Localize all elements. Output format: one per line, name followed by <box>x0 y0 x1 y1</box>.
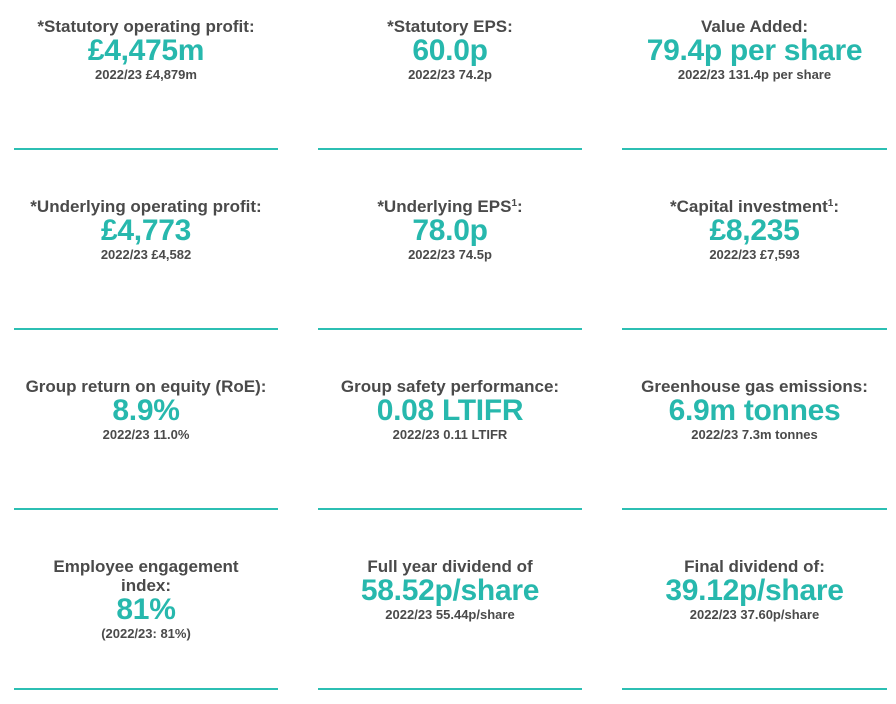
kpi-employee-engagement-index: Employee engagement index: 81% (2022/23:… <box>14 540 278 704</box>
kpi-label: Employee engagement index: <box>53 557 239 595</box>
kpi-value: 8.9% <box>112 394 180 427</box>
kpi-label: Greenhouse gas emissions: <box>641 377 868 396</box>
divider <box>14 328 278 330</box>
kpi-final-dividend: Final dividend of: 39.12p/share 2022/23 … <box>622 540 887 704</box>
kpi-group-safety-performance: Group safety performance: 0.08 LTIFR 202… <box>318 360 582 540</box>
divider <box>14 688 278 690</box>
kpi-value: 0.08 LTIFR <box>376 394 524 427</box>
divider <box>622 508 887 510</box>
kpi-label: Group safety performance: <box>340 377 560 396</box>
kpi-comparison: 2022/23 131.4p per share <box>677 67 832 82</box>
kpi-comparison: 2022/23 £4,879m <box>95 67 197 82</box>
footnote-marker: 1 <box>511 198 518 209</box>
kpi-comparison: (2022/23: 81%) <box>101 626 191 641</box>
kpi-value: 39.12p/share <box>665 574 844 607</box>
kpi-value: £4,475m <box>87 34 205 67</box>
kpi-comparison: 2022/23 74.2p <box>408 67 492 82</box>
kpi-greenhouse-gas-emissions: Greenhouse gas emissions: 6.9m tonnes 20… <box>622 360 887 540</box>
divider <box>318 328 582 330</box>
kpi-comparison: 2022/23 0.11 LTIFR <box>392 427 508 442</box>
divider <box>622 148 887 150</box>
kpi-value: £4,773 <box>101 214 191 247</box>
kpi-underlying-operating-profit: *Underlying operating profit: £4,773 202… <box>14 180 278 360</box>
kpi-label: Full year dividend of <box>367 557 533 576</box>
kpi-capital-investment: *Capital investment1: £8,235 2022/23 £7,… <box>622 180 887 360</box>
kpi-label: Value Added: <box>700 17 809 36</box>
kpi-full-year-dividend: Full year dividend of 58.52p/share 2022/… <box>318 540 582 704</box>
kpi-value: 79.4p per share <box>646 34 863 67</box>
kpi-value: 81% <box>116 593 176 626</box>
kpi-comparison: 2022/23 74.5p <box>408 247 492 262</box>
kpi-statutory-operating-profit: *Statutory operating profit: £4,475m 202… <box>14 0 278 180</box>
kpi-label: *Statutory EPS: <box>387 17 513 36</box>
kpi-statutory-eps: *Statutory EPS: 60.0p 2022/23 74.2p <box>318 0 582 180</box>
divider <box>318 148 582 150</box>
kpi-comparison: 2022/23 11.0% <box>102 427 190 442</box>
divider <box>318 508 582 510</box>
kpi-value: £8,235 <box>709 214 800 247</box>
kpi-comparison: 2022/23 7.3m tonnes <box>691 427 818 442</box>
kpi-grid: *Statutory operating profit: £4,475m 202… <box>14 0 887 704</box>
kpi-value: 6.9m tonnes <box>668 394 841 427</box>
footnote-marker: 1 <box>827 198 834 209</box>
kpi-label: *Underlying operating profit: <box>30 197 262 216</box>
divider <box>14 508 278 510</box>
divider <box>14 148 278 150</box>
kpi-value: 78.0p <box>412 214 488 247</box>
kpi-comparison: 2022/23 £4,582 <box>100 247 192 262</box>
divider <box>622 328 887 330</box>
kpi-comparison: 2022/23 £7,593 <box>709 247 800 262</box>
kpi-underlying-eps: *Underlying EPS1: 78.0p 2022/23 74.5p <box>318 180 582 360</box>
kpi-group-return-on-equity: Group return on equity (RoE): 8.9% 2022/… <box>14 360 278 540</box>
kpi-comparison: 2022/23 37.60p/share <box>689 607 820 622</box>
kpi-label: *Underlying EPS1: <box>377 197 523 216</box>
divider <box>622 688 887 690</box>
kpi-label: *Statutory operating profit: <box>37 17 255 36</box>
kpi-value: 58.52p/share <box>360 574 540 607</box>
divider <box>318 688 582 690</box>
kpi-label: *Capital investment1: <box>670 197 839 216</box>
kpi-value: 60.0p <box>412 34 488 67</box>
kpi-value-added: Value Added: 79.4p per share 2022/23 131… <box>622 0 887 180</box>
kpi-comparison: 2022/23 55.44p/share <box>385 607 515 622</box>
kpi-label: Final dividend of: <box>684 557 825 576</box>
kpi-label: Group return on equity (RoE): <box>25 377 267 396</box>
